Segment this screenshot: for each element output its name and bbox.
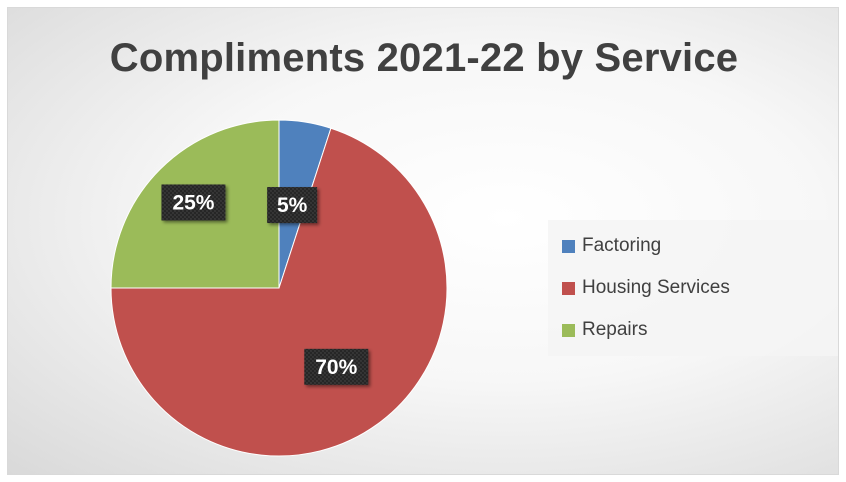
legend-swatch-repairs [562,323,575,337]
legend-label-housing-services: Housing Services [582,277,730,298]
data-label-factoring: 5% [267,187,318,224]
svg-text:70%: 70% [315,356,357,379]
legend-label-factoring: Factoring [582,235,662,256]
chart-title: Compliments 2021-22 by Service [109,36,739,80]
legend: Factoring Housing Services Repairs [548,220,838,356]
svg-text:25%: 25% [172,191,214,214]
legend-swatch-housing-services [562,281,575,295]
svg-text:5%: 5% [277,194,308,217]
data-label-housing-services: 70% [304,348,369,385]
chart-area: Compliments 2021-22 by Service 5% 70% 25% … [7,7,839,475]
legend-item-housing-services: Housing Services [562,276,730,300]
legend-swatch-factoring [562,239,575,253]
pie-chart: 5% 70% 25% [110,119,448,457]
legend-item-repairs: Repairs [562,318,647,342]
legend-label-repairs: Repairs [582,319,648,340]
data-label-repairs: 25% [161,184,226,221]
legend-item-factoring: Factoring [562,234,661,258]
